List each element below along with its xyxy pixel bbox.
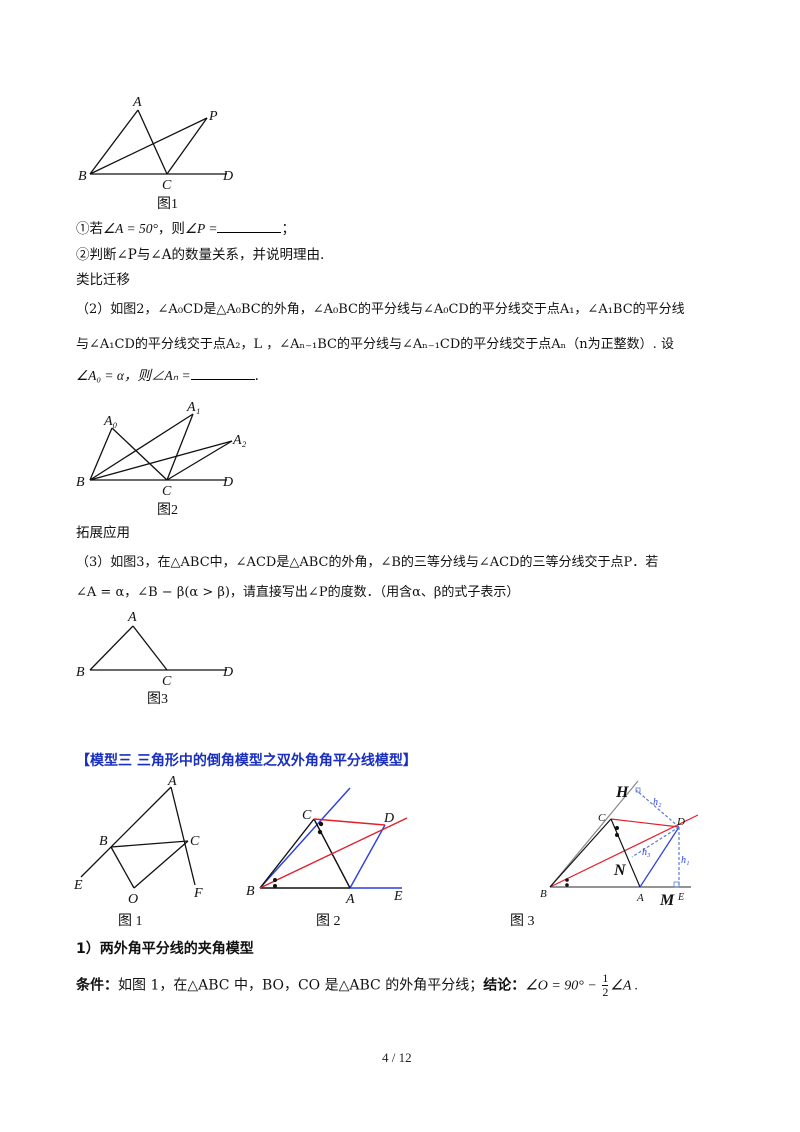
label-C: C [598, 812, 606, 824]
fig3-caption: 图3 [147, 692, 168, 707]
label-h1: h₁ [681, 855, 689, 866]
question-1: ①若∠A = 50°，则∠P =； [76, 221, 295, 237]
extend-line-2: ∠A = α，∠B − β(α > β)，请直接写出∠P的度数．（用含α、β的式… [76, 585, 520, 600]
label-h2: h₂ [653, 797, 662, 808]
label-A: A [345, 892, 355, 907]
label-F: F [193, 886, 203, 901]
fig1-caption: 图1 [157, 197, 178, 212]
label-B: B [540, 888, 547, 900]
label-C: C [302, 808, 312, 823]
section-title-analogy: 类比迁移 [76, 272, 130, 288]
label-B: B [76, 665, 85, 680]
figure-1: A P B C D [78, 95, 233, 193]
label-E: E [677, 892, 684, 903]
label-C: C [162, 484, 172, 496]
model-figure-1: A B C E O F [73, 775, 203, 907]
label-H: H [615, 784, 629, 801]
model-heading: 【模型三 三角形中的倒角模型之双外角角平分线模型】 [76, 753, 417, 769]
model-condition: 条件：如图 1，在△ABC 中，BO，CO 是△ABC 的外角平分线；结论：∠O… [76, 971, 639, 999]
page-number: 4 / 12 [382, 1050, 412, 1065]
label-D: D [222, 665, 233, 680]
label-B: B [76, 475, 85, 490]
label-C: C [162, 674, 172, 689]
model-figure-3: H C D N B A M E h₁ h₂ h₃ [540, 780, 699, 909]
label-O: O [128, 892, 138, 907]
analogy-line-2: 与∠A₁CD的平分线交于点A₂，L ，∠Aₙ₋₁BC的平分线与∠Aₙ₋₁CD的平… [76, 337, 674, 352]
question-2: ②判断∠P与∠A的数量关系，并说明理由. [76, 247, 325, 263]
label-C: C [162, 178, 172, 193]
fig2-caption: 图2 [157, 503, 178, 518]
model-fig3-caption: 图 3 [510, 914, 535, 929]
label-A: A [127, 610, 137, 625]
answer-blank[interactable] [217, 232, 282, 233]
label-h3: h₃ [642, 847, 651, 858]
answer-blank-2[interactable] [190, 379, 255, 380]
label-D: D [383, 811, 394, 826]
label-M: M [659, 892, 675, 909]
figure-3: A B C D [76, 610, 233, 689]
label-E: E [73, 878, 83, 893]
label-N: N [613, 862, 627, 879]
label-C: C [190, 834, 200, 849]
label-A: A [636, 892, 644, 904]
label-A: A [167, 775, 177, 789]
label-A1: A₁ [186, 400, 200, 415]
model-fig1-caption: 图 1 [118, 914, 143, 929]
model-figure-2: C D B A E [246, 787, 408, 907]
label-P: P [208, 109, 218, 124]
label-E: E [393, 889, 403, 904]
analogy-line-1: （2）如图2，∠A₀CD是△A₀BC的外角，∠A₀BC的平分线与∠A₀CD的平分… [76, 302, 685, 317]
label-D: D [676, 816, 685, 828]
model-subheading: 1）两外角平分线的夹角模型 [76, 941, 254, 957]
label-B: B [78, 169, 87, 184]
model-fig2-caption: 图 2 [316, 914, 341, 929]
analogy-line-3: ∠A₀ = α，则∠Aₙ =. [76, 368, 259, 384]
section-title-extend: 拓展应用 [76, 525, 130, 541]
label-A0: A₀ [103, 414, 118, 429]
figure-2: A₀ A₁ A₂ B C D [76, 400, 247, 496]
label-D: D [222, 475, 233, 490]
label-D: D [222, 169, 233, 184]
label-B: B [246, 884, 255, 899]
extend-line-1: （3）如图3，在△ABC中，∠ACD是△ABC的外角，∠B的三等分线与∠ACD的… [76, 555, 659, 570]
label-B: B [99, 834, 108, 849]
label-A: A [132, 95, 142, 110]
label-A2: A₂ [232, 433, 247, 448]
